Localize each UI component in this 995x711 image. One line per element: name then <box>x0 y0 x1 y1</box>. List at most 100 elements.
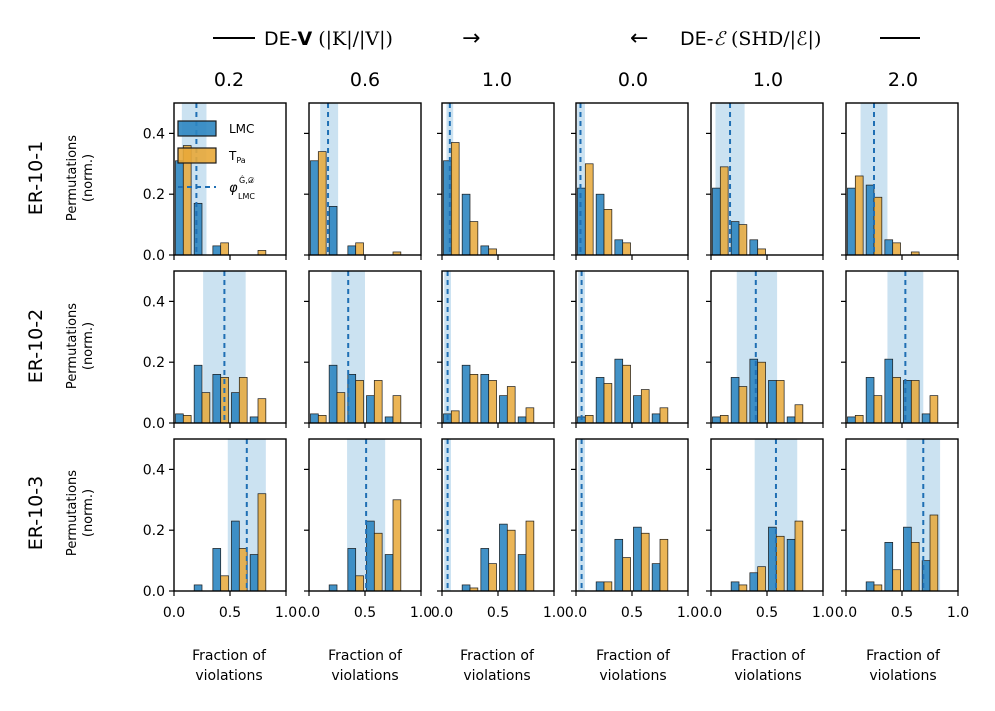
x-tick-label: 1.0 <box>410 605 432 621</box>
bar-lmc <box>749 572 759 592</box>
xlabel-line1: Fraction of <box>192 648 267 664</box>
bar-tpa <box>775 535 785 592</box>
xlabel-line2: violations <box>869 668 936 684</box>
bar-tpa <box>392 499 402 592</box>
bar-lmc <box>865 184 875 256</box>
x-tick-label: 1.0 <box>275 605 297 621</box>
xlabel-line1: Fraction of <box>460 648 535 664</box>
bar-tpa <box>506 529 516 592</box>
bar-lmc <box>366 520 375 592</box>
y-tick-label: 0.0 <box>143 584 165 600</box>
x-tick-label: 1.0 <box>677 605 699 621</box>
ylabel-line1: Permutations <box>65 470 80 556</box>
header-left-arrow: → <box>462 26 480 51</box>
svg-text:(norm.): (norm.) <box>81 489 96 537</box>
row-title: ER-10-3 <box>25 476 47 550</box>
bar-tpa <box>355 380 364 424</box>
bar-lmc <box>480 245 490 256</box>
bar-lmc <box>847 416 856 424</box>
column-title: 0.6 <box>350 69 380 91</box>
bar-tpa <box>873 395 883 424</box>
legend-swatch-lmc <box>177 120 217 137</box>
bar-tpa <box>488 380 497 424</box>
xlabel-line1: Fraction of <box>731 648 806 664</box>
bar-tpa <box>622 364 631 424</box>
bar-tpa <box>775 380 785 424</box>
xlabel-line2: violations <box>734 668 801 684</box>
bar-tpa <box>738 224 748 256</box>
bar-lmc <box>786 416 796 424</box>
xlabel-line2: violations <box>599 668 666 684</box>
bar-tpa <box>738 386 748 424</box>
bar-tpa <box>488 248 497 256</box>
y-tick-label: 0.2 <box>143 523 165 539</box>
row-titles: ER-10-1 ER-10-2 ER-10-3 <box>25 141 47 550</box>
bar-tpa <box>659 407 669 424</box>
bar-lmc <box>749 239 759 256</box>
svg-text:(norm.): (norm.) <box>81 322 96 370</box>
panel: 0.0 0.2 0.4 0.0 0.5 1.0 <box>143 438 297 621</box>
bar-lmc <box>865 377 875 424</box>
bar-tpa <box>525 407 535 424</box>
bar-tpa <box>910 380 920 424</box>
x-tick-label: 0.0 <box>565 605 587 621</box>
bar-tpa <box>622 557 631 592</box>
bar-lmc <box>651 413 661 424</box>
bar-lmc <box>712 187 721 256</box>
svg-text:DE-ℰ(SHD/|ℰ|): DE-ℰ (SHD/|ℰ|) <box>680 28 821 50</box>
bar-tpa <box>257 398 267 424</box>
bar-tpa <box>873 196 883 256</box>
y-tick-label: 0.0 <box>143 416 165 432</box>
bar-lmc <box>347 245 357 256</box>
bar-tpa <box>892 377 901 424</box>
legend-label-phi-sup: Ĝ,𝒟 <box>239 174 255 185</box>
bar-lmc <box>730 377 740 424</box>
bar-lmc <box>328 206 338 256</box>
column-title: 2.0 <box>888 69 918 91</box>
bar-lmc <box>347 548 357 592</box>
ylabel-line2: (norm.) <box>81 322 96 370</box>
panel: 0.0 0.2 0.4 <box>143 270 287 432</box>
panel <box>437 102 555 260</box>
legend: LMC TPa φ Ĝ,𝒟 LMC <box>177 120 255 201</box>
x-tick-label: 0.0 <box>431 605 453 621</box>
bar-lmc <box>499 523 508 592</box>
bar-tpa <box>182 415 192 424</box>
svg-text:Permutations: Permutations <box>65 303 80 389</box>
panel: 0.0 0.5 1.0 <box>835 438 969 621</box>
xlabel-line1: Fraction of <box>596 648 671 664</box>
axes-frame <box>575 270 689 424</box>
x-tick-label: 1.0 <box>812 605 834 621</box>
bar-tpa <box>603 209 613 256</box>
panel: 0.0 0.5 1.0 <box>700 438 834 621</box>
xlabel-line2: violations <box>463 668 530 684</box>
x-axis-labels: Fraction of violations Fraction of viola… <box>192 648 941 684</box>
y-tick-label: 0.2 <box>143 187 165 203</box>
bar-lmc <box>517 554 527 592</box>
bar-lmc <box>193 364 203 424</box>
panel <box>304 270 422 428</box>
bar-lmc <box>884 358 894 424</box>
x-tick-label: 0.0 <box>700 605 722 621</box>
svg-text:(norm.): (norm.) <box>81 154 96 202</box>
bar-tpa <box>488 563 497 592</box>
bar-lmc <box>651 563 661 592</box>
xlabel-line2: violations <box>331 668 398 684</box>
header-right: ← DE-ℰ (SHD/|ℰ|) <box>630 26 920 51</box>
bar-lmc <box>595 377 605 424</box>
bar-lmc <box>884 542 894 592</box>
bar-lmc <box>517 416 527 424</box>
bar-lmc <box>614 538 624 592</box>
header-left-formula: (|K|/|V|) <box>318 28 393 50</box>
bar-tpa <box>317 151 327 256</box>
bar-lmc <box>461 364 471 424</box>
bar-lmc <box>193 584 203 592</box>
axes-frame <box>575 438 689 592</box>
x-tick-label: 0.5 <box>487 605 509 621</box>
axes-frame <box>441 438 555 592</box>
bar-lmc <box>384 554 394 592</box>
panel <box>304 102 422 260</box>
xlabel-line2: violations <box>195 668 262 684</box>
bar-tpa <box>525 520 535 592</box>
header-left: DE-V (|K|/|V|) → <box>213 26 480 51</box>
